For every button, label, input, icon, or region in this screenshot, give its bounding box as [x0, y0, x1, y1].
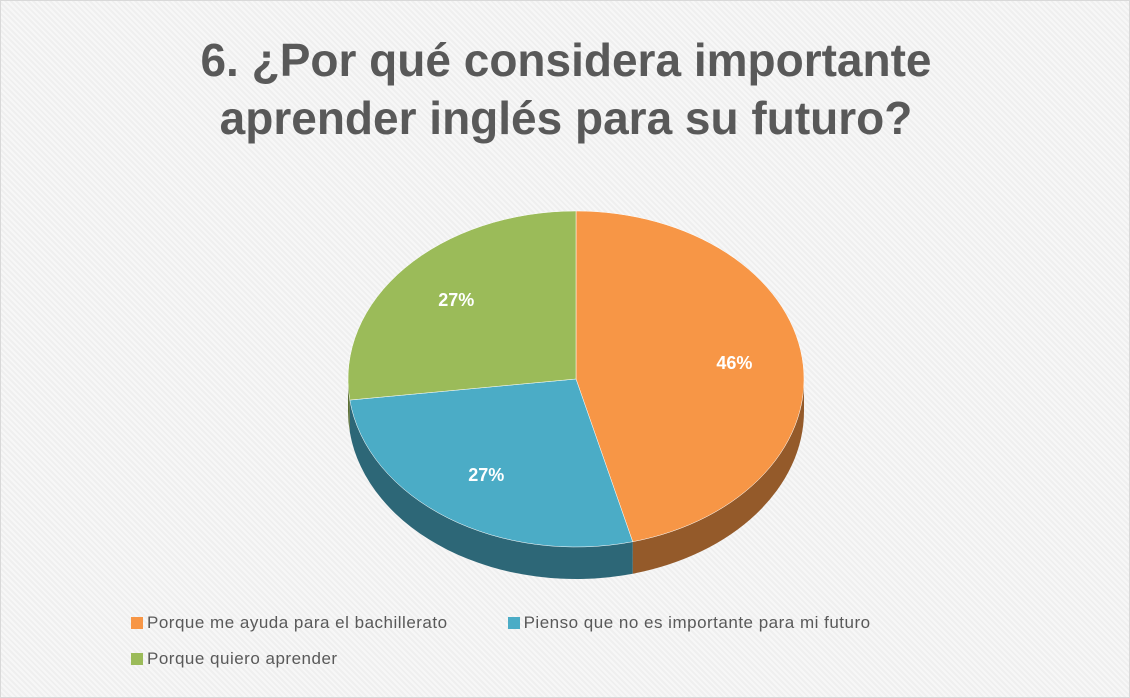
- data-label: 27%: [438, 290, 474, 310]
- chart-title: 6. ¿Por qué considera importante aprende…: [200, 34, 932, 144]
- pie-slice-side: [348, 379, 350, 433]
- pie-slice: [349, 378, 634, 548]
- data-label: 46%: [716, 353, 752, 373]
- legend-item: Pienso que no es importante para mi futu…: [507, 613, 871, 633]
- legend: Porque me ayuda para el bachillerato Pien…: [131, 613, 1051, 669]
- legend-swatch: [507, 617, 520, 629]
- pie-slice: [575, 210, 805, 543]
- legend-label: Porque me ayuda para el bachillerato: [147, 613, 448, 632]
- legend-item: Porque quiero aprender: [131, 649, 338, 669]
- legend-item: Porque me ayuda para el bachillerato: [131, 613, 448, 633]
- legend-label: Porque quiero aprender: [147, 649, 338, 668]
- legend-swatch: [131, 617, 143, 629]
- pie-slice-side: [349, 400, 633, 579]
- legend-label: Pienso que no es importante para mi futu…: [523, 613, 871, 632]
- data-label: 27%: [468, 465, 504, 485]
- pie-slice: [347, 210, 577, 401]
- pie-slice-side: [632, 379, 804, 574]
- legend-swatch: [131, 653, 143, 665]
